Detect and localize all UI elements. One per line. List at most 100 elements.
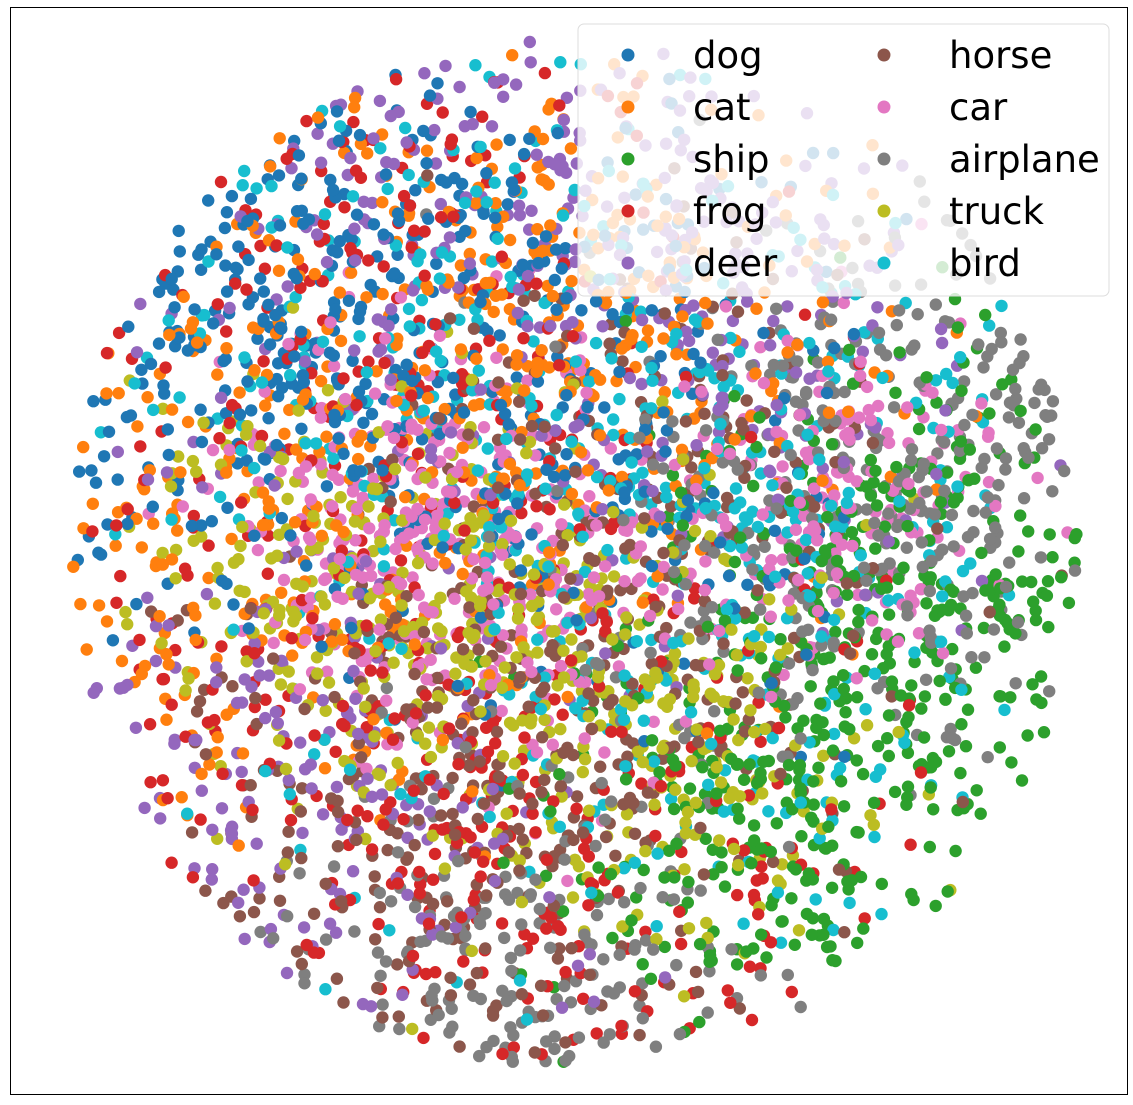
point-cat [544, 219, 557, 232]
point-airplane [791, 355, 804, 368]
point-ship [959, 740, 973, 753]
point-horse [522, 700, 535, 713]
point-dog [172, 224, 185, 238]
point-ship [843, 343, 856, 357]
point-deer [512, 199, 526, 212]
point-cat [232, 839, 245, 852]
point-bird [660, 490, 673, 504]
point-deer [357, 195, 370, 208]
point-airplane [408, 900, 422, 914]
point-airplane [876, 562, 889, 575]
point-dog [242, 253, 255, 267]
point-cat [314, 374, 328, 388]
point-deer [168, 733, 181, 746]
point-airplane [613, 948, 626, 961]
point-ship [908, 655, 921, 669]
point-horse [689, 965, 703, 979]
point-frog [215, 640, 228, 653]
point-bird [381, 182, 394, 196]
point-truck [382, 580, 395, 594]
point-car [451, 465, 464, 479]
point-airplane [633, 431, 646, 444]
point-airplane [872, 326, 886, 339]
point-dog [757, 326, 770, 340]
point-truck [860, 719, 874, 732]
point-cat [542, 103, 555, 116]
point-bird [737, 917, 750, 930]
point-cat [311, 111, 325, 124]
point-horse [738, 606, 751, 619]
point-airplane [428, 982, 441, 995]
point-cat [156, 558, 169, 571]
point-bird [882, 594, 895, 607]
point-car [850, 475, 863, 488]
point-airplane [376, 998, 389, 1011]
point-truck [714, 776, 728, 789]
point-bird [589, 336, 603, 350]
point-cat [131, 420, 144, 433]
point-deer [210, 661, 223, 674]
point-airplane [915, 536, 928, 549]
point-horse [569, 465, 582, 478]
point-horse [512, 822, 526, 836]
point-deer [423, 805, 436, 818]
point-bird [481, 442, 494, 455]
point-bird [202, 255, 215, 268]
point-horse [434, 809, 448, 822]
point-cat [816, 296, 830, 309]
point-truck [517, 641, 530, 654]
point-airplane [892, 304, 906, 317]
point-dog [581, 400, 594, 414]
point-deer [259, 711, 272, 725]
point-frog [755, 860, 768, 873]
point-bird [316, 335, 330, 348]
point-car [837, 296, 850, 310]
point-car [525, 665, 538, 679]
point-dog [353, 305, 367, 318]
point-car [698, 583, 712, 597]
point-frog [316, 275, 329, 288]
point-truck [513, 854, 526, 867]
point-cat [565, 487, 579, 501]
point-airplane [938, 484, 951, 497]
point-car [843, 433, 856, 446]
point-bird [128, 377, 141, 390]
point-bird [513, 974, 527, 987]
point-airplane [605, 795, 618, 808]
point-deer [566, 316, 579, 329]
point-truck [272, 528, 286, 541]
point-frog [100, 346, 114, 360]
point-deer [623, 371, 637, 385]
point-car [405, 418, 418, 431]
point-truck [510, 651, 523, 664]
point-horse [528, 289, 541, 302]
point-cat [390, 338, 403, 352]
point-car [424, 653, 437, 666]
point-horse [226, 680, 239, 693]
point-dog [324, 173, 337, 187]
point-bird [623, 431, 637, 445]
point-frog [413, 865, 426, 879]
point-bird [876, 371, 889, 385]
point-deer [658, 971, 672, 984]
point-ship [951, 321, 965, 334]
point-airplane [890, 318, 903, 332]
point-horse [697, 868, 711, 881]
point-deer [882, 535, 895, 548]
point-frog [300, 938, 313, 952]
point-airplane [961, 530, 975, 544]
point-horse [774, 767, 787, 781]
point-dog [297, 375, 310, 389]
point-bird [165, 513, 178, 526]
point-airplane [597, 1036, 610, 1049]
point-dog [613, 365, 626, 379]
point-horse [627, 796, 640, 810]
point-frog [543, 503, 556, 516]
point-frog [397, 813, 410, 826]
point-deer [653, 510, 666, 523]
point-cat [233, 386, 246, 399]
point-deer [361, 772, 374, 785]
point-frog [235, 779, 249, 792]
point-truck [663, 693, 677, 706]
point-car [318, 573, 331, 587]
